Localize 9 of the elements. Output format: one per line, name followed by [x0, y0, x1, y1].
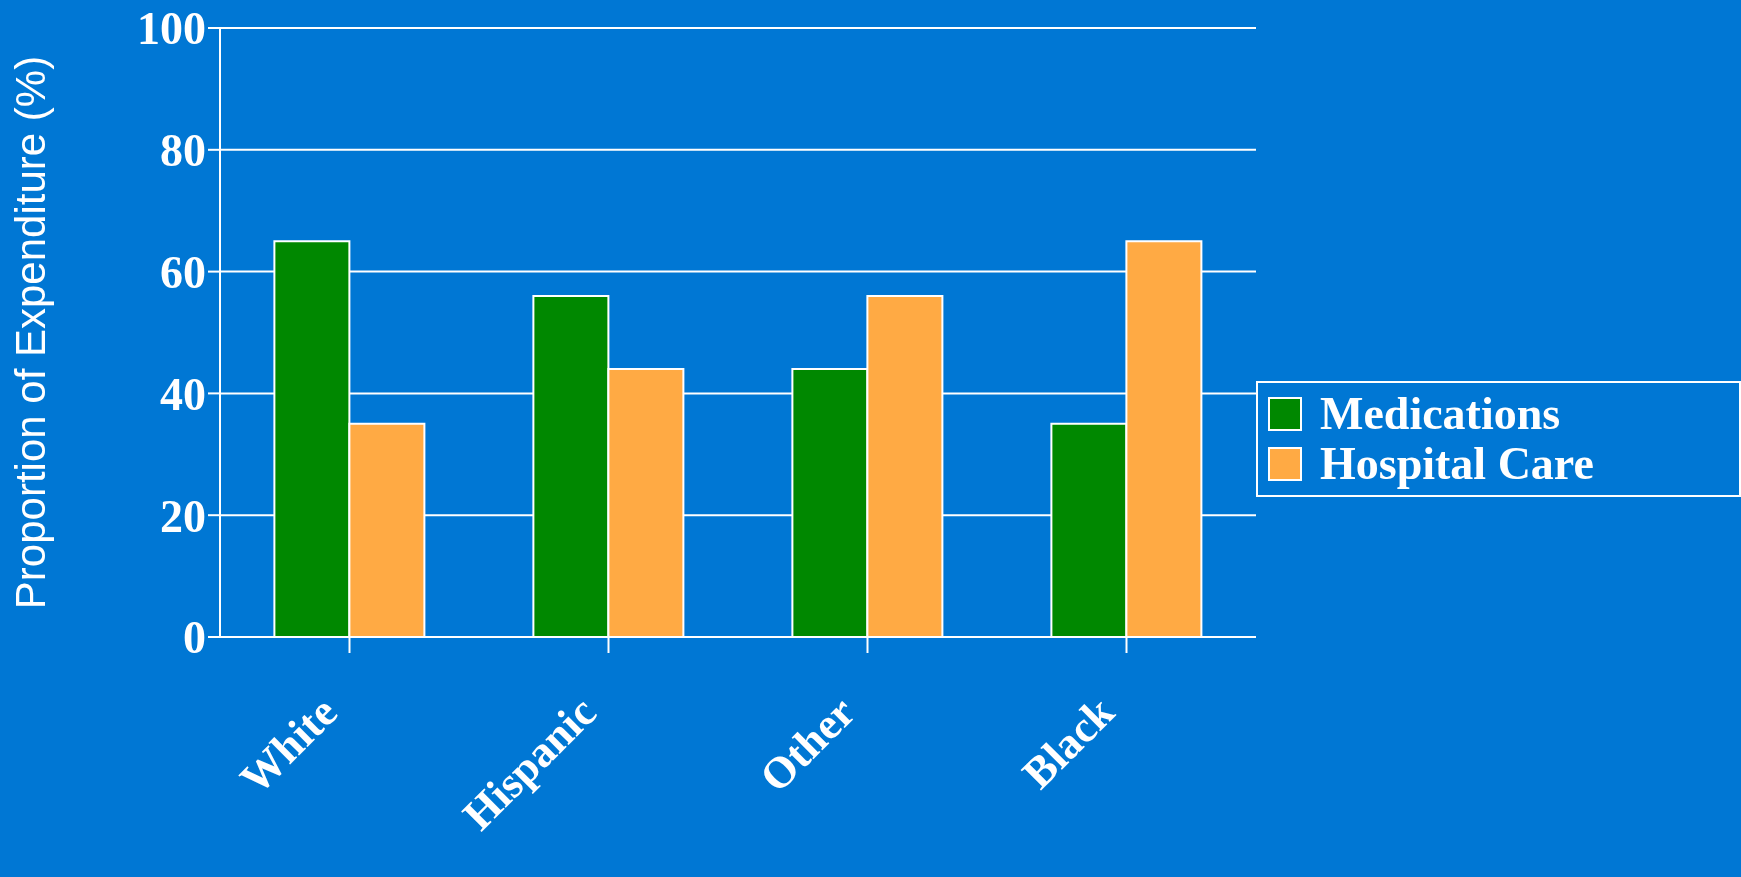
y-axis-title: Proportion of Expenditure (%): [6, 55, 54, 610]
y-tick-label: 20: [160, 490, 206, 542]
y-tick-label: 100: [137, 3, 206, 55]
y-tick-label: 0: [183, 612, 206, 664]
y-tick-label: 80: [160, 125, 206, 177]
legend-label: Medications: [1320, 387, 1561, 440]
legend-label: Hospital Care: [1320, 437, 1594, 490]
y-tick-label: 60: [160, 246, 206, 298]
y-tick-label: 40: [160, 368, 206, 420]
